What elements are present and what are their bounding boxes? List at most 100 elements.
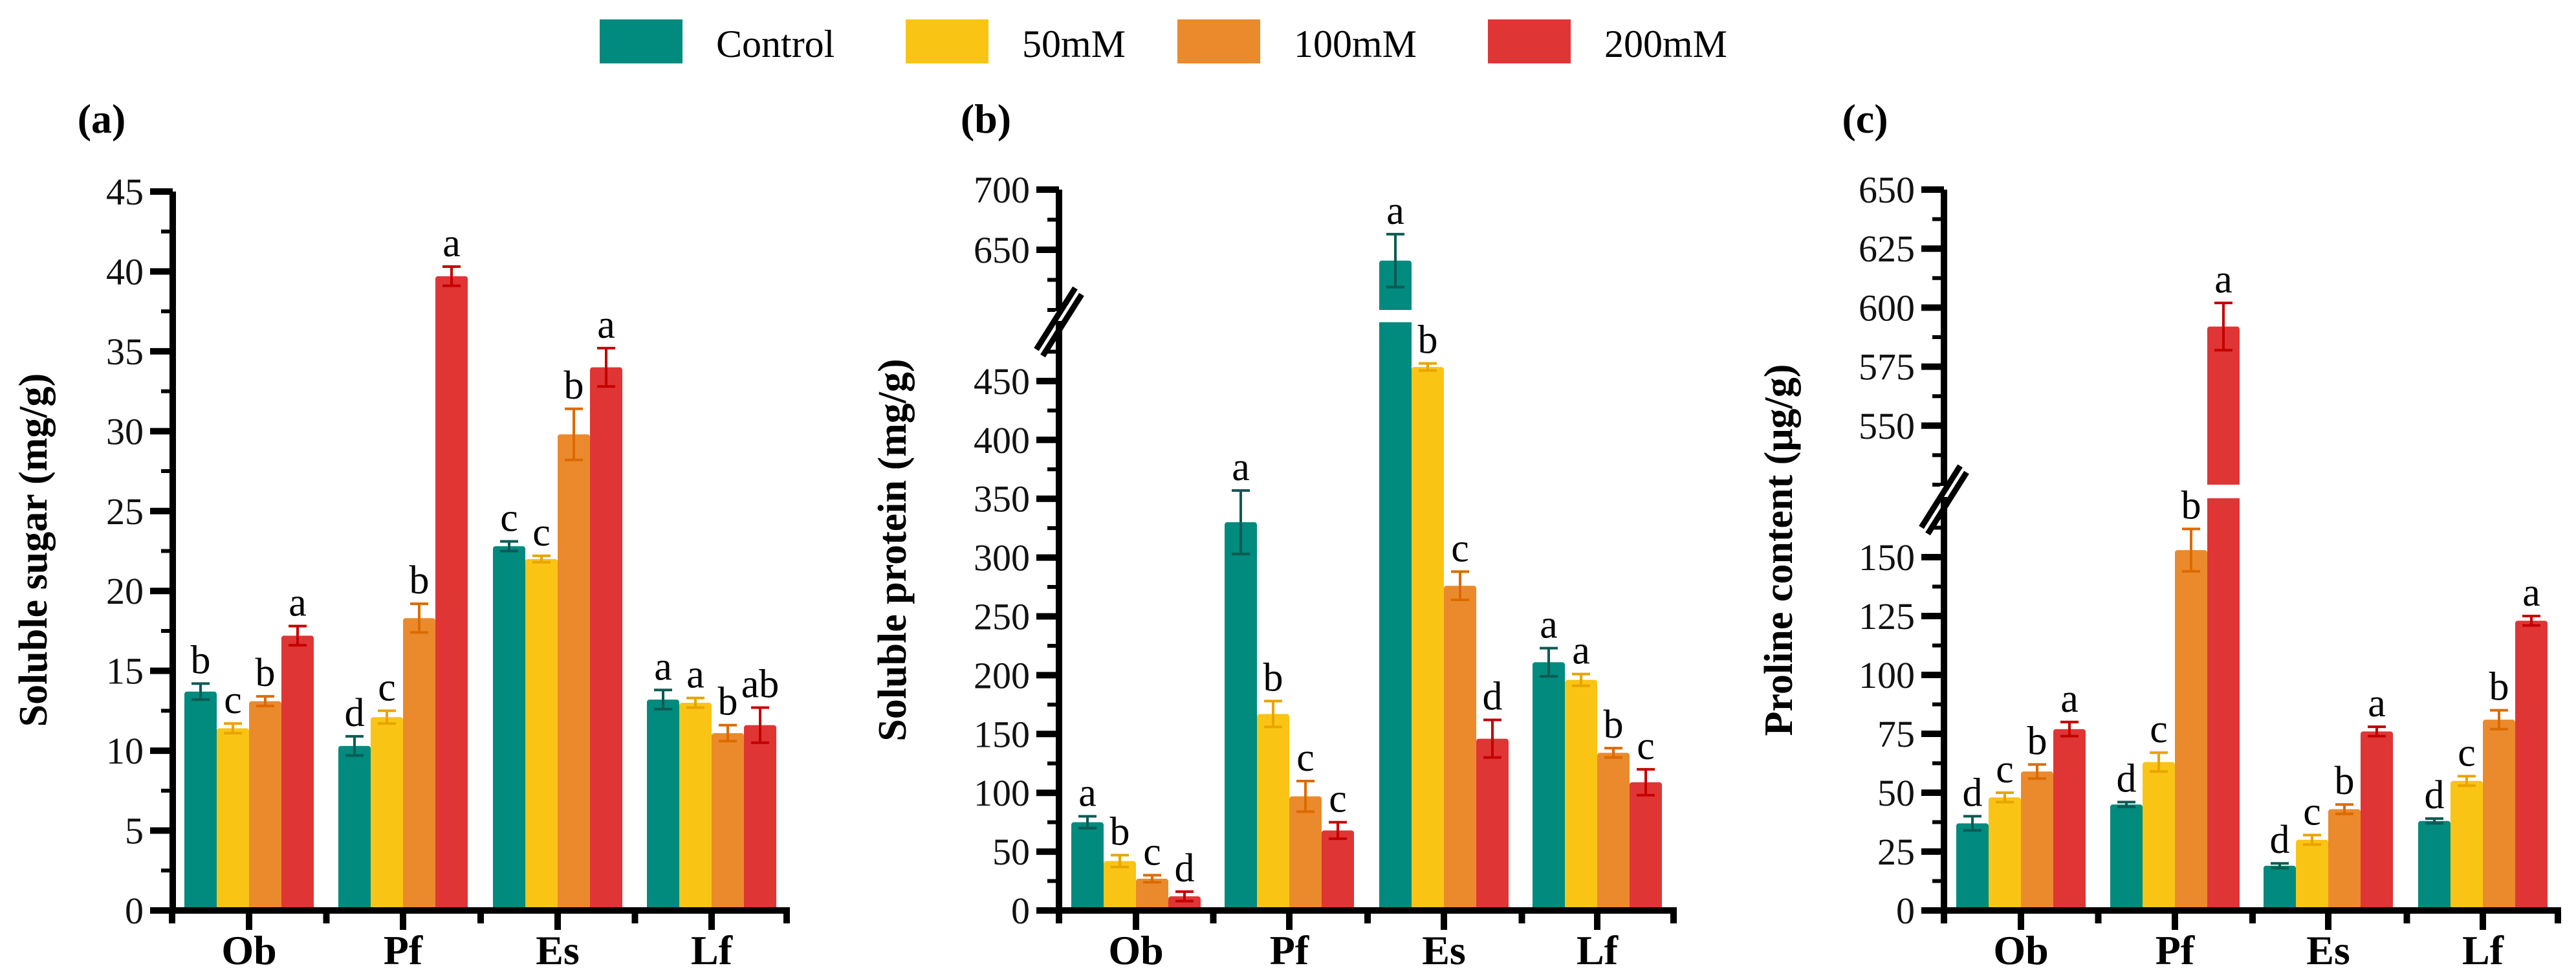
bar-ob-200mm (2053, 729, 2086, 910)
y-tick-label: 25 (106, 491, 144, 533)
error-bar (442, 265, 461, 287)
bar-ob-control (1956, 823, 1989, 910)
error-bar (289, 624, 307, 647)
significance-letter: a (1078, 771, 1097, 815)
significance-letter: a (597, 303, 615, 347)
significance-letter: c (2303, 790, 2321, 834)
significance-letter: a (2368, 681, 2386, 725)
error-bar (2522, 615, 2540, 627)
significance-letter: a (2522, 571, 2540, 615)
significance-letter: a (1232, 445, 1250, 489)
error-bar (2458, 775, 2476, 788)
error-bar (654, 689, 672, 711)
bar-lf-50mm (679, 703, 712, 910)
y-tick-label: 125 (1859, 595, 1915, 637)
y-tick-label: 20 (106, 570, 144, 612)
significance-letter: a (654, 645, 672, 689)
significance-letter: b (2027, 719, 2047, 763)
significance-letter: c (378, 665, 396, 709)
legend-item-control: Control (600, 19, 835, 65)
bar-es-100mm (1444, 586, 1476, 910)
bar-es-50mm (525, 558, 558, 910)
y-tick-label: 35 (106, 331, 144, 373)
y-tick-label: 100 (1859, 654, 1915, 696)
error-bar (1232, 489, 1250, 556)
legend-label: 50mM (1022, 23, 1126, 65)
x-tick-label: Pf (1270, 927, 1309, 970)
error-bar (686, 696, 704, 709)
error-bar (378, 709, 396, 725)
bar-pf-200mm (2207, 326, 2240, 911)
panel-b: (b)Soluble protein (mg/g)aaaabbbacccbdcd… (871, 96, 1677, 970)
bar-pf-200mm (1322, 830, 1354, 910)
bar-lf-100mm (712, 733, 744, 910)
bar-es-50mm (2296, 839, 2328, 910)
error-bar (2028, 763, 2046, 780)
significance-letter: b (564, 364, 584, 408)
significance-letter: b (2181, 483, 2201, 527)
bar-ob-control (1071, 822, 1104, 910)
significance-letter: a (1572, 629, 1590, 673)
significance-letter: b (718, 680, 738, 724)
bar-ob-100mm (249, 701, 281, 910)
bar-es-50mm (1412, 367, 1444, 910)
significance-letter: d (1483, 674, 1503, 718)
error-bar (2490, 709, 2508, 731)
bar-pf-control (1225, 522, 1257, 910)
significance-letter: c (2458, 731, 2476, 775)
error-bar (565, 407, 583, 461)
bar-lf-200mm (2515, 621, 2548, 910)
error-bar (500, 540, 518, 553)
x-tick-label: Pf (384, 927, 423, 970)
significance-letter: d (345, 691, 365, 735)
y-axis-label: Soluble protein (mg/g) (871, 358, 915, 741)
error-bar (2425, 817, 2443, 825)
significance-letter: c (500, 496, 518, 540)
bar-lf-control (647, 700, 679, 910)
y-tick-label: 600 (1859, 287, 1915, 329)
bar-es-100mm (558, 434, 590, 910)
error-bar (1419, 362, 1437, 372)
significance-letter: c (1637, 724, 1655, 768)
bar-es-control (2264, 865, 2296, 910)
error-bar (1175, 890, 1194, 903)
error-bar (597, 346, 615, 388)
y-tick-label: 0 (125, 890, 144, 932)
bar-ob-50mm (217, 728, 249, 910)
error-bar (191, 682, 210, 701)
significance-letter: a (289, 581, 307, 625)
error-bar (224, 722, 242, 734)
error-bar (532, 554, 551, 564)
legend-swatch (906, 19, 988, 63)
error-bar (1963, 815, 1981, 832)
error-bar (256, 695, 274, 707)
legend-item-100mm: 100mM (1177, 19, 1417, 65)
y-tick-label: 5 (125, 810, 144, 852)
y-tick-label: 30 (106, 410, 144, 452)
bar-pf-100mm (1289, 796, 1322, 910)
significance-letter: d (1175, 846, 1195, 890)
error-bar (719, 723, 737, 743)
significance-letter: c (1296, 736, 1315, 780)
significance-letter: a (1540, 603, 1558, 647)
bar-ob-50mm (1989, 797, 2021, 910)
legend-swatch (600, 19, 682, 63)
panel-label: (c) (1842, 96, 1888, 142)
x-tick-label: Es (536, 927, 580, 970)
significance-letter: c (1451, 526, 1469, 570)
bar-es-control (493, 546, 525, 910)
bar-pf-50mm (2143, 762, 2175, 910)
error-bar (1451, 570, 1469, 602)
y-tick-label: 0 (1896, 890, 1915, 932)
significance-letter: b (2489, 665, 2509, 709)
y-tick-label: 75 (1877, 713, 1915, 755)
significance-letter: c (1329, 777, 1347, 821)
bar-es-100mm (2328, 809, 2361, 910)
error-bar (1637, 767, 1655, 797)
error-bar (2368, 725, 2386, 738)
bar-es-200mm (1476, 738, 1509, 910)
error-bar (2150, 751, 2168, 773)
x-tick-label: Lf (691, 927, 733, 970)
y-tick-label: 150 (974, 713, 1030, 755)
